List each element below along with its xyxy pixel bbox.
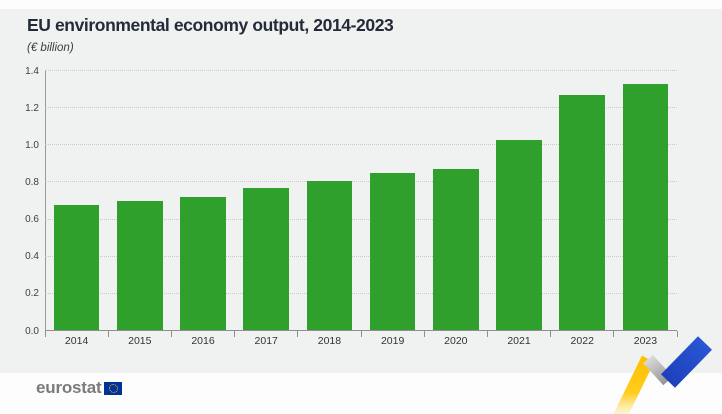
- bar-slot: 2017: [234, 71, 298, 347]
- x-axis-tick: [360, 331, 362, 337]
- x-axis-tick: [676, 331, 678, 337]
- x-axis-label: 2016: [191, 335, 215, 347]
- x-axis-tick: [170, 331, 172, 337]
- bar-slot: 2018: [297, 71, 361, 347]
- x-axis-tick: [44, 331, 46, 337]
- x-axis-tick: [550, 331, 552, 337]
- y-axis-tick-label: 1.0: [25, 139, 39, 151]
- eu-flag-stars-icon: [108, 383, 118, 393]
- eurostat-wordmark: eurostat: [36, 378, 102, 397]
- x-axis-tick: [486, 331, 488, 337]
- x-axis-label: 2020: [444, 335, 468, 347]
- gridline: [45, 107, 677, 109]
- bar: [180, 197, 226, 331]
- bar: [117, 201, 163, 331]
- y-axis-tick-label: 0.4: [25, 251, 39, 263]
- page-title: EU environmental economy output, 2014-20…: [27, 15, 394, 35]
- bar: [369, 173, 416, 331]
- x-axis-label: 2019: [380, 335, 405, 347]
- bar: [306, 180, 353, 331]
- x-axis-tick: [234, 331, 236, 337]
- x-axis-tick: [613, 331, 615, 337]
- bar-slot: 2019: [360, 71, 424, 347]
- bar-slot: 2014: [44, 71, 108, 347]
- gridline: [45, 70, 677, 71]
- y-axis-tick-label: 1.4: [25, 65, 39, 77]
- x-axis-label: 2017: [254, 335, 278, 347]
- bar-slot: 2020: [423, 71, 487, 347]
- bar-slot: 2021: [486, 71, 550, 347]
- chart-unit-subtitle: (€ billion): [27, 42, 74, 54]
- x-axis-label: 2023: [633, 335, 658, 347]
- x-axis-tick: [107, 331, 109, 337]
- y-axis-tick-label: 0.8: [25, 176, 39, 188]
- y-axis-tick-label: 0.0: [25, 325, 39, 337]
- bar-slot: 2015: [107, 71, 171, 347]
- y-axis-tick-label: 0.6: [25, 214, 39, 226]
- x-axis-tick: [297, 331, 299, 337]
- plot-area: 2014 2015 2016 2017 2018 2019 2020 2021 2022 2023…: [25, 66, 678, 347]
- y-axis-tick-label: 1.2: [25, 102, 39, 114]
- bar: [559, 95, 605, 331]
- swoosh-yellow-segment: [613, 355, 654, 414]
- bar-slot: 2016: [170, 71, 234, 347]
- x-axis-label: 2014: [64, 335, 89, 347]
- y-axis-tick-label: 0.2: [25, 288, 39, 300]
- y-axis-line: [45, 71, 46, 337]
- x-axis-line: [45, 330, 677, 331]
- gridline: [45, 181, 677, 183]
- eurostat-logo: eurostat: [36, 377, 123, 399]
- x-axis-label: 2015: [128, 335, 152, 347]
- x-axis-label: 2021: [507, 335, 531, 347]
- gridline: [45, 292, 677, 294]
- eu-flag-icon: [104, 381, 123, 395]
- bar: [622, 84, 669, 331]
- gridline: [45, 218, 677, 220]
- gridline: [45, 255, 677, 257]
- bar: [496, 139, 542, 331]
- x-axis-label: 2018: [317, 335, 342, 347]
- gridline: [45, 144, 677, 146]
- bar: [243, 188, 289, 331]
- trend-swoosh-icon: [613, 336, 712, 414]
- x-axis-tick: [423, 331, 425, 337]
- bar-slot: 2023: [613, 71, 678, 347]
- bar-slot: 2022: [550, 71, 614, 347]
- x-axis-label: 2022: [570, 335, 594, 347]
- swoosh-blue-segment: [661, 336, 712, 388]
- bars-row: 2014 2015 2016 2017 2018 2019 2020 2021 2022 2023: [44, 71, 678, 347]
- bar: [433, 169, 479, 331]
- bar: [53, 204, 100, 331]
